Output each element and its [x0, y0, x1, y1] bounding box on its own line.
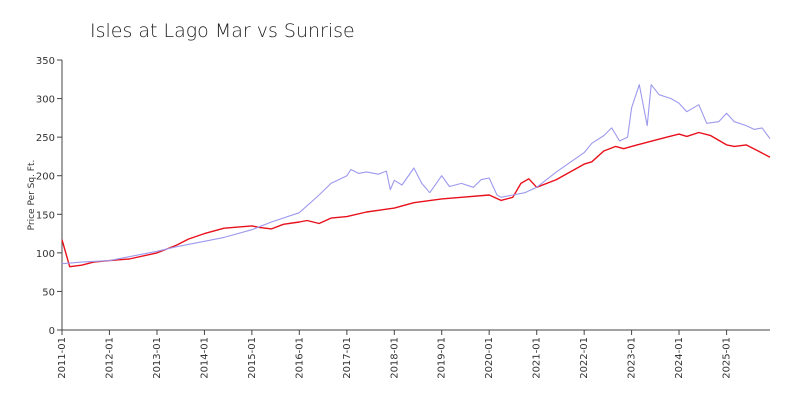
- x-tick-label-7: 2018-01: [389, 337, 400, 379]
- x-tick-label-8: 2019-01: [437, 337, 448, 379]
- series-line-1: [61, 84, 771, 265]
- series-group: [61, 84, 771, 268]
- x-ticks: 2011-01 2012-01 2013-01 2014-01 2015-01 2016-…: [57, 330, 733, 379]
- x-tick-label-10: 2021-01: [532, 337, 543, 379]
- y-ticks: 0 50 100 150 200 250 300 350: [36, 56, 62, 337]
- y-tick-label-2: 100: [36, 249, 55, 260]
- x-tick-label-9: 2020-01: [484, 337, 495, 379]
- x-tick-label-2: 2013-01: [152, 337, 163, 379]
- x-tick-label-5: 2016-01: [294, 337, 305, 379]
- y-tick-label-7: 350: [36, 56, 55, 67]
- x-tick-label-13: 2024-01: [674, 337, 685, 379]
- x-tick-label-3: 2014-01: [199, 337, 210, 379]
- y-tick-label-0: 0: [49, 326, 55, 337]
- x-tick-label-14: 2025-01: [722, 337, 733, 379]
- x-tick-label-11: 2022-01: [579, 337, 590, 379]
- y-tick-label-5: 250: [36, 133, 55, 144]
- x-tick-label-6: 2017-01: [342, 337, 353, 379]
- y-tick-label-3: 150: [36, 210, 55, 221]
- y-tick-label-1: 50: [42, 287, 55, 298]
- y-tick-label-6: 300: [36, 95, 55, 106]
- series-line-0: [61, 131, 771, 268]
- chart-title: Isles at Lago Mar vs Sunrise: [90, 20, 355, 42]
- x-tick-label-4: 2015-01: [247, 337, 258, 379]
- x-tick-label-0: 2011-01: [57, 337, 68, 379]
- x-tick-label-1: 2012-01: [104, 337, 115, 379]
- y-tick-label-4: 200: [36, 172, 55, 183]
- x-tick-label-12: 2023-01: [627, 337, 638, 379]
- y-axis-label: Price Per Sq. Ft.: [27, 160, 37, 231]
